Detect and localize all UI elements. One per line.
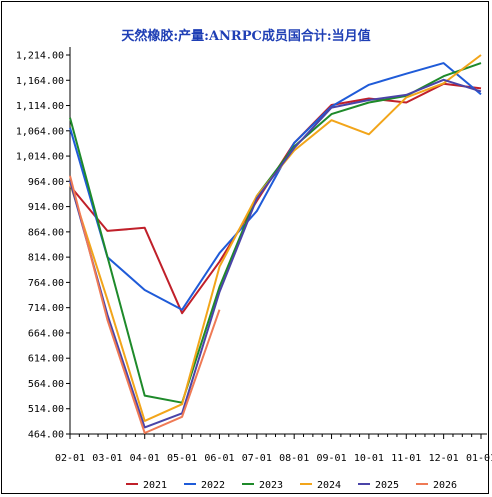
x-tick-label: 01-01	[466, 453, 492, 464]
legend-label-2026: 2026	[433, 480, 457, 491]
x-tick-label: 08-01	[279, 453, 309, 464]
y-tick-label: 1,064.00	[16, 126, 64, 137]
series-line-2026	[69, 175, 221, 434]
y-tick-label: 1,014.00	[16, 152, 64, 163]
x-tick-label: 05-01	[167, 453, 197, 464]
x-tick-label: 09-01	[316, 453, 346, 464]
y-tick-label: 664.00	[28, 328, 64, 339]
x-tick-label: 12-01	[429, 453, 459, 464]
x-tick-label: 03-01	[92, 453, 122, 464]
y-tick-label: 564.00	[28, 379, 64, 390]
x-axis: 02-01 03-01 04-01 05-01 06-01 07-01 08-01 09-01…	[55, 433, 492, 464]
legend-label-2021: 2021	[143, 480, 167, 491]
series-line-2023	[69, 62, 482, 404]
legend-label-2022: 2022	[201, 480, 225, 491]
series-line-2022	[69, 62, 482, 311]
x-tick-label: 04-01	[130, 453, 160, 464]
legend: 2021 2022 2023 2024 2025 2026	[126, 480, 457, 491]
y-tick-label: 764.00	[28, 278, 64, 289]
y-tick-label: 714.00	[28, 303, 64, 314]
y-tick-label: 964.00	[28, 177, 64, 188]
series-lines	[69, 54, 482, 434]
y-axis: 464.00 514.00 564.00 614.00 664.00 714.00 764.…	[16, 47, 71, 441]
x-tick-label: 02-01	[55, 453, 85, 464]
legend-label-2024: 2024	[317, 480, 341, 491]
y-tick-label: 1,164.00	[16, 76, 64, 87]
y-tick-label: 1,214.00	[16, 51, 64, 62]
legend-label-2023: 2023	[259, 480, 283, 491]
y-tick-label: 614.00	[28, 354, 64, 365]
series-line-2024	[69, 54, 482, 422]
series-line-2025	[69, 78, 482, 429]
x-tick-label: 07-01	[242, 453, 272, 464]
legend-label-2025: 2025	[375, 480, 399, 491]
y-tick-label: 814.00	[28, 253, 64, 264]
x-tick-label: 10-01	[354, 453, 384, 464]
y-tick-label: 464.00	[28, 430, 64, 441]
y-tick-label: 864.00	[28, 227, 64, 238]
chart-title: 天然橡胶:产量:ANRPC成员国合计:当月值	[121, 28, 370, 44]
x-tick-label: 06-01	[204, 453, 234, 464]
y-tick-label: 1,114.00	[16, 101, 64, 112]
y-tick-label: 914.00	[28, 202, 64, 213]
y-tick-label: 514.00	[28, 404, 64, 415]
x-tick-label: 11-01	[391, 453, 421, 464]
